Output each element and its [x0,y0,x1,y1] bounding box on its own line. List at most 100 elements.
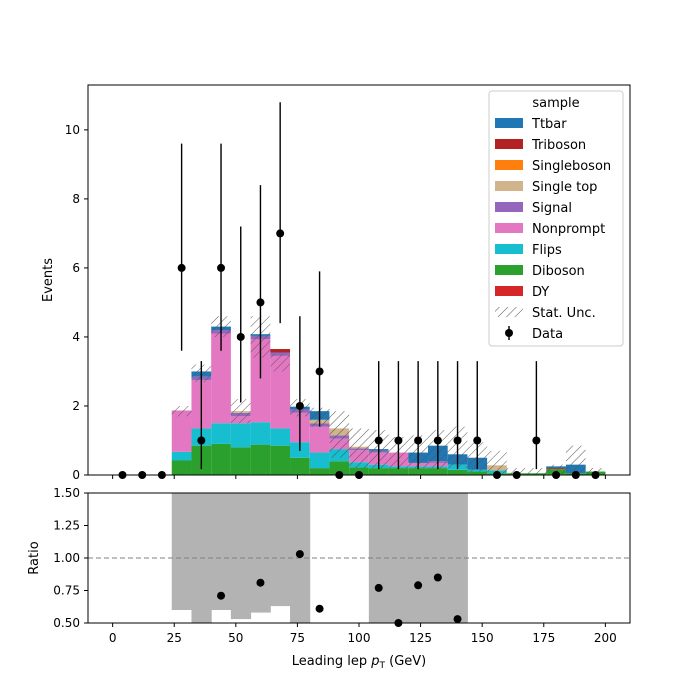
stat-unc-box [546,464,566,475]
bar-diboson [408,468,428,475]
ratio-point [374,583,383,592]
legend-label: Diboson [532,264,585,279]
main-axes: 0 2 4 6 8 10 [65,84,631,482]
data-point [532,436,541,445]
data-point [236,332,245,341]
y-tick-label: 4 [72,330,80,344]
legend: sample Ttbar Triboson Singleboson Single top… [488,90,624,347]
ratio-point [295,550,304,559]
legend-swatch [495,286,523,296]
x-tick-label: 125 [409,631,432,645]
data-point [374,436,383,445]
stat-unc-box [270,354,291,372]
ratio-y-tick-label: 1.00 [53,551,80,565]
legend-swatch [495,265,523,275]
data-point [197,436,206,445]
bar-nonprompt [211,333,231,424]
bar-diboson [250,444,271,475]
ratio-y-tick-label: 0.50 [53,616,80,630]
ratio-band-box [270,493,291,607]
x-tick-label: 75 [290,631,305,645]
bar-diboson [270,445,291,475]
legend-label: Stat. Unc. [532,306,596,321]
bar-triboson [270,349,291,353]
data-point [276,229,285,238]
bar-diboson [171,460,192,475]
bar-nonprompt [171,410,192,452]
legend-label: Singleboson [532,159,611,174]
ratio-plot: 0.50 0.75 1.00 1.25 1.50 0 25 50 75 100 125 150 175 2… [27,486,631,645]
bar-flips [250,422,271,445]
data-point [217,263,226,272]
ratio-point [217,591,226,600]
y-tick-label: 0 [72,468,80,482]
x-tick-label: 200 [594,631,617,645]
ratio-band-box [230,493,252,620]
y-tick-label: 10 [65,123,80,137]
y-tick-label: 8 [72,192,80,206]
legend-label: Flips [532,243,562,258]
ratio-point [433,573,442,582]
y-axis-label: Events [41,258,56,302]
x-axis-label-prefix: Leading lep [292,654,371,669]
ratio-points [217,550,462,627]
legend-label: Triboson [531,138,586,153]
data-point [414,436,423,445]
main-plot: 0 2 4 6 8 10 Events sample Ttbar Triboson Single… [41,84,631,482]
data-point [315,367,324,376]
legend-label: DY [532,285,549,300]
bar-diboson [388,468,409,475]
bar-diboson [427,468,448,475]
stat-unc-box [230,399,251,424]
ratio-band-box [171,493,192,610]
legend-box [488,90,624,347]
legend-swatch [495,118,523,128]
legend-swatch [495,202,523,212]
legend-swatch [495,223,523,233]
x-axis-label-sub: T [378,661,385,671]
data-point [433,436,442,445]
data-point [453,436,462,445]
ratio-point [256,578,265,587]
ratio-band [88,493,630,623]
bar-flips [211,423,231,444]
x-tick-label: 50 [228,631,243,645]
ratio-point [414,581,423,590]
legend-label: Signal [532,201,572,216]
ratio-point [453,615,462,624]
bar-nonprompt [309,426,330,453]
ratio-y-axis-label: Ratio [27,541,42,574]
bar-flips [230,423,251,448]
data-point [256,298,265,307]
ratio-point [315,604,324,613]
data-points [118,102,600,479]
stat-unc-box [329,411,350,458]
bar-flips [171,451,192,461]
ratio-band-box [211,493,232,610]
data-point [394,436,403,445]
ratio-axes: 0.50 0.75 1.00 1.25 1.50 0 25 50 75 100 125 150 175 2… [53,486,631,645]
stat-unc-box [349,428,369,469]
y-tick-label: 2 [72,399,80,413]
data-point [177,263,186,272]
legend-swatch [495,160,523,170]
stat-unc-box [526,468,547,475]
bar-diboson [467,471,488,475]
legend-label: Nonprompt [532,222,605,237]
bar-diboson [211,443,231,475]
x-tick-label: 25 [167,631,182,645]
bar-diboson [368,468,389,475]
legend-label: Ttbar [531,117,567,132]
ratio-band-box [388,493,409,623]
x-tick-label: 100 [348,631,371,645]
bar-diboson [230,447,251,475]
x-tick-label: 0 [109,631,117,645]
bar-nonprompt [270,355,291,429]
bar-flips [270,428,291,446]
data-point [295,401,304,410]
bar-diboson [447,469,468,475]
bar-diboson [290,457,310,475]
legend-label: Data [532,327,563,342]
stat-unc-box [487,450,507,475]
